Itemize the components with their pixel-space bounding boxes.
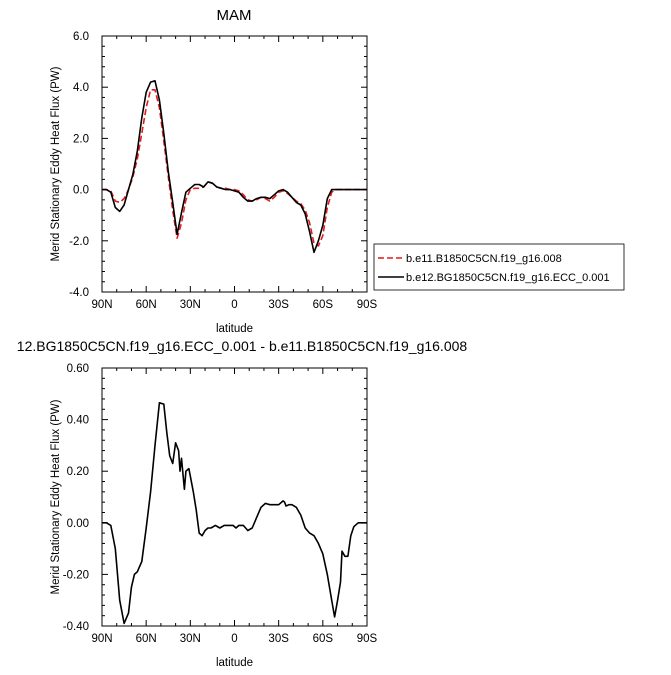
- x-axis-label: latitude: [216, 323, 253, 335]
- y-tick-label: 4.0: [73, 82, 89, 94]
- y-tick-label: -0.40: [63, 621, 89, 633]
- y-tick-label: 0.00: [67, 518, 89, 530]
- y-tick-label: 0.0: [73, 185, 89, 197]
- x-tick-label: 90S: [357, 299, 378, 311]
- y-tick-label: -2.0: [69, 236, 89, 248]
- x-tick-label: 60N: [136, 633, 157, 645]
- chart-panel-1: MAM 90N 60N 30N 0 30S 60S 90S -4.0 -2.0 0.0 2.0 4.0 6…: [50, 7, 625, 335]
- legend: b.e11.B1850C5CN.f19_g16.008 b.e12.BG1850C…: [373, 243, 625, 291]
- x-tick-label: 30N: [180, 633, 201, 645]
- x-axis-label: latitude: [216, 657, 253, 669]
- y-tick-label: 0.60: [67, 363, 89, 375]
- x-tick-label: 30S: [268, 633, 289, 645]
- chart-panel-2: 12.BG1850C5CN.f19_g16.ECC_0.001 - b.e11.…: [17, 338, 468, 669]
- series-line-1: [102, 89, 367, 247]
- y-tick-label: 0.20: [67, 466, 89, 478]
- y-tick-label: -4.0: [69, 287, 89, 299]
- y-tick-label: 2.0: [73, 133, 89, 145]
- y-tick-label: 0.40: [67, 415, 89, 427]
- x-tick-label: 60S: [313, 633, 334, 645]
- y-axis-label: Merid Stationary Eddy Heat Flux (PW): [50, 66, 62, 261]
- series-line-1: [102, 401, 367, 625]
- x-tick-label: 60S: [313, 299, 334, 311]
- y-tick-label: 6.0: [73, 31, 89, 43]
- y-tick-label: -0.20: [63, 569, 89, 581]
- x-tick-label: 30S: [268, 299, 289, 311]
- x-tick-label: 90N: [91, 633, 112, 645]
- y-axis-label: Merid Stationary Eddy Heat Flux (PW): [50, 399, 62, 594]
- legend-label: b.e12.BG1850C5CN.f19_g16.ECC_0.001: [406, 272, 610, 284]
- chart-title: MAM: [217, 7, 252, 24]
- legend-label: b.e11.B1850C5CN.f19_g16.008: [406, 253, 562, 265]
- plot-frame: [101, 35, 368, 293]
- x-tick-label: 0: [231, 299, 237, 311]
- chart-title: 12.BG1850C5CN.f19_g16.ECC_0.001 - b.e11.…: [17, 338, 468, 354]
- x-tick-label: 0: [231, 633, 237, 645]
- legend-box: [373, 243, 625, 291]
- x-tick-label: 90S: [357, 633, 378, 645]
- series-line-2: [102, 80, 367, 254]
- x-tick-label: 60N: [136, 299, 157, 311]
- x-tick-label: 90N: [91, 299, 112, 311]
- plot-frame: [101, 367, 368, 627]
- x-tick-label: 30N: [180, 299, 201, 311]
